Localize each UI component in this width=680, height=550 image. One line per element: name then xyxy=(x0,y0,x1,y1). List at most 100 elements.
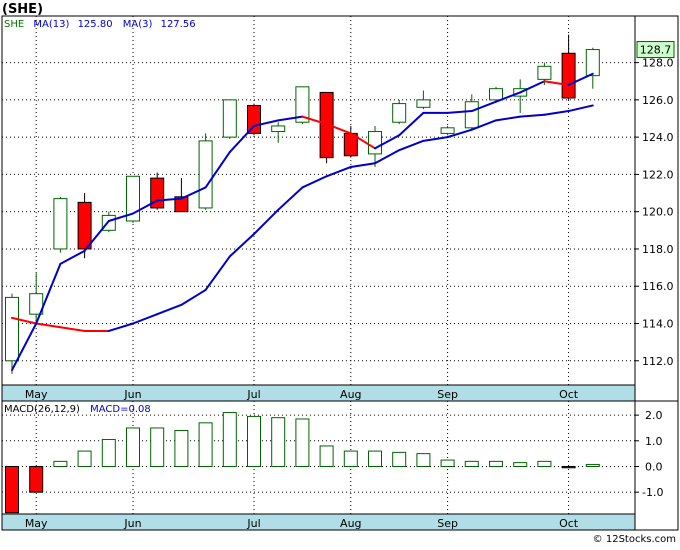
candle-16 xyxy=(392,99,407,125)
price-y-tick-label-6: 124.0 xyxy=(642,131,674,144)
ma-long-segment-18 xyxy=(446,128,473,139)
macd-bar-6 xyxy=(150,427,165,467)
price-legend-ma3-label: MA(3) xyxy=(123,19,153,30)
ma-short-segment-2 xyxy=(59,249,86,265)
candle-2 xyxy=(53,196,68,253)
ma-long-segment-12 xyxy=(301,175,328,189)
price-y-tick-label-0: 112.0 xyxy=(642,355,674,368)
macd-bar-3 xyxy=(77,450,92,467)
macd-bar-12 xyxy=(295,418,310,467)
macd-x-label-jun: Jun xyxy=(123,517,141,530)
macd-bar-17 xyxy=(416,453,431,467)
macd-bar-21 xyxy=(513,462,528,467)
price-y-tick-label-3: 118.0 xyxy=(642,243,674,256)
ma-long-segment-7 xyxy=(180,288,207,306)
ma-long-segment-17 xyxy=(422,136,449,142)
price-x-axis: May Jun Jul Aug Sep Oct xyxy=(25,388,579,401)
candle-19 xyxy=(464,94,479,130)
ma-short-segment-0 xyxy=(11,322,38,372)
ma-short-segment-13 xyxy=(325,123,352,135)
macd-x-label-aug: Aug xyxy=(340,517,361,530)
macd-bar-11 xyxy=(271,417,286,467)
price-y-tick-label-7: 126.0 xyxy=(642,94,674,107)
moving-average-lines xyxy=(11,72,594,372)
candle-body-19 xyxy=(464,101,479,129)
macd-bar-13 xyxy=(319,445,334,467)
macd-bar-22 xyxy=(537,460,552,467)
candle-body-16 xyxy=(392,103,407,123)
ma-short-segment-7 xyxy=(180,186,207,200)
price-x-label-may: May xyxy=(25,388,48,401)
ma-short-segment-11 xyxy=(277,115,304,122)
price-x-label-oct: Oct xyxy=(559,388,579,401)
macd-bar-18 xyxy=(440,459,455,467)
candle-3 xyxy=(77,193,92,259)
ma-short-segment-3 xyxy=(83,220,110,252)
candle-body-11 xyxy=(271,125,286,133)
ma-long-segment-15 xyxy=(374,149,401,165)
candle-body-9 xyxy=(222,99,237,138)
macd-x-label-may: May xyxy=(25,517,48,530)
macd-bar-15 xyxy=(368,450,382,467)
price-legend: SHE MA(13) 125.80 MA(3) 127.56 xyxy=(4,19,196,30)
price-x-label-sep: Sep xyxy=(437,388,458,401)
candle-14 xyxy=(343,125,358,158)
macd-legend: MACD(26,12,9) MACD=0.08 xyxy=(4,404,151,415)
price-y-tick-label-2: 116.0 xyxy=(642,280,674,293)
macd-x-label-jul: Jul xyxy=(246,517,260,530)
macd-y-tick-label-3: 2.0 xyxy=(645,409,663,422)
macd-x-axis-band xyxy=(1,513,636,531)
ma-long-segment-13 xyxy=(325,165,352,178)
ma-short-segment-1 xyxy=(35,262,62,325)
macd-bar-23 xyxy=(561,465,576,469)
ma-long-segment-16 xyxy=(398,139,425,152)
macd-bar-19 xyxy=(464,460,479,467)
macd-x-label-sep: Sep xyxy=(437,517,458,530)
macd-legend-value: MACD=0.08 xyxy=(90,404,151,415)
price-y-tick-label-4: 120.0 xyxy=(642,206,674,219)
ma-short-segment-6 xyxy=(156,197,183,202)
chart-title: (SHE) xyxy=(2,2,43,17)
candle-7 xyxy=(174,178,189,213)
candle-9 xyxy=(222,99,237,139)
ma-long-segment-11 xyxy=(277,186,304,211)
candle-1 xyxy=(29,273,44,324)
candle-body-0 xyxy=(5,296,19,362)
candle-body-10 xyxy=(247,104,261,134)
candle-10 xyxy=(247,103,261,136)
candle-body-7 xyxy=(174,196,189,213)
candlesticks xyxy=(5,34,600,374)
candle-body-15 xyxy=(368,131,382,155)
candle-18 xyxy=(440,125,455,136)
macd-plot-area xyxy=(1,400,636,515)
candle-0 xyxy=(5,293,19,374)
ma-short-segment-12 xyxy=(301,115,328,126)
macd-bar-2 xyxy=(53,460,68,467)
candle-17 xyxy=(416,90,431,110)
macd-bar-16 xyxy=(392,451,407,467)
macd-bar-10 xyxy=(247,415,261,467)
candle-body-24 xyxy=(585,49,600,77)
macd-legend-label: MACD(26,12,9) xyxy=(4,404,80,415)
candle-body-23 xyxy=(561,52,576,99)
macd-bar-14 xyxy=(343,450,358,467)
macd-bar-0 xyxy=(5,465,19,514)
macd-y-tick-label-2: 1.0 xyxy=(645,435,663,448)
price-legend-ma13-value: 125.80 xyxy=(78,19,113,30)
macd-bar-4 xyxy=(101,439,116,467)
price-x-label-jul: Jul xyxy=(246,388,260,401)
candle-8 xyxy=(198,133,213,210)
watermark: © 12Stocks.com xyxy=(593,534,676,545)
macd-bar-8 xyxy=(198,422,213,467)
ma-long-segment-23 xyxy=(567,104,594,113)
ma-long-segment-19 xyxy=(470,119,497,131)
candle-23 xyxy=(561,34,576,100)
ma-long-segment-20 xyxy=(495,115,522,122)
ma-short-segment-14 xyxy=(349,132,376,150)
price-y-tick-label-8: 128.0 xyxy=(642,57,674,70)
ma-long-segment-8 xyxy=(204,255,231,291)
last-price-tag-box xyxy=(636,41,675,59)
macd-bar-5 xyxy=(126,427,140,467)
